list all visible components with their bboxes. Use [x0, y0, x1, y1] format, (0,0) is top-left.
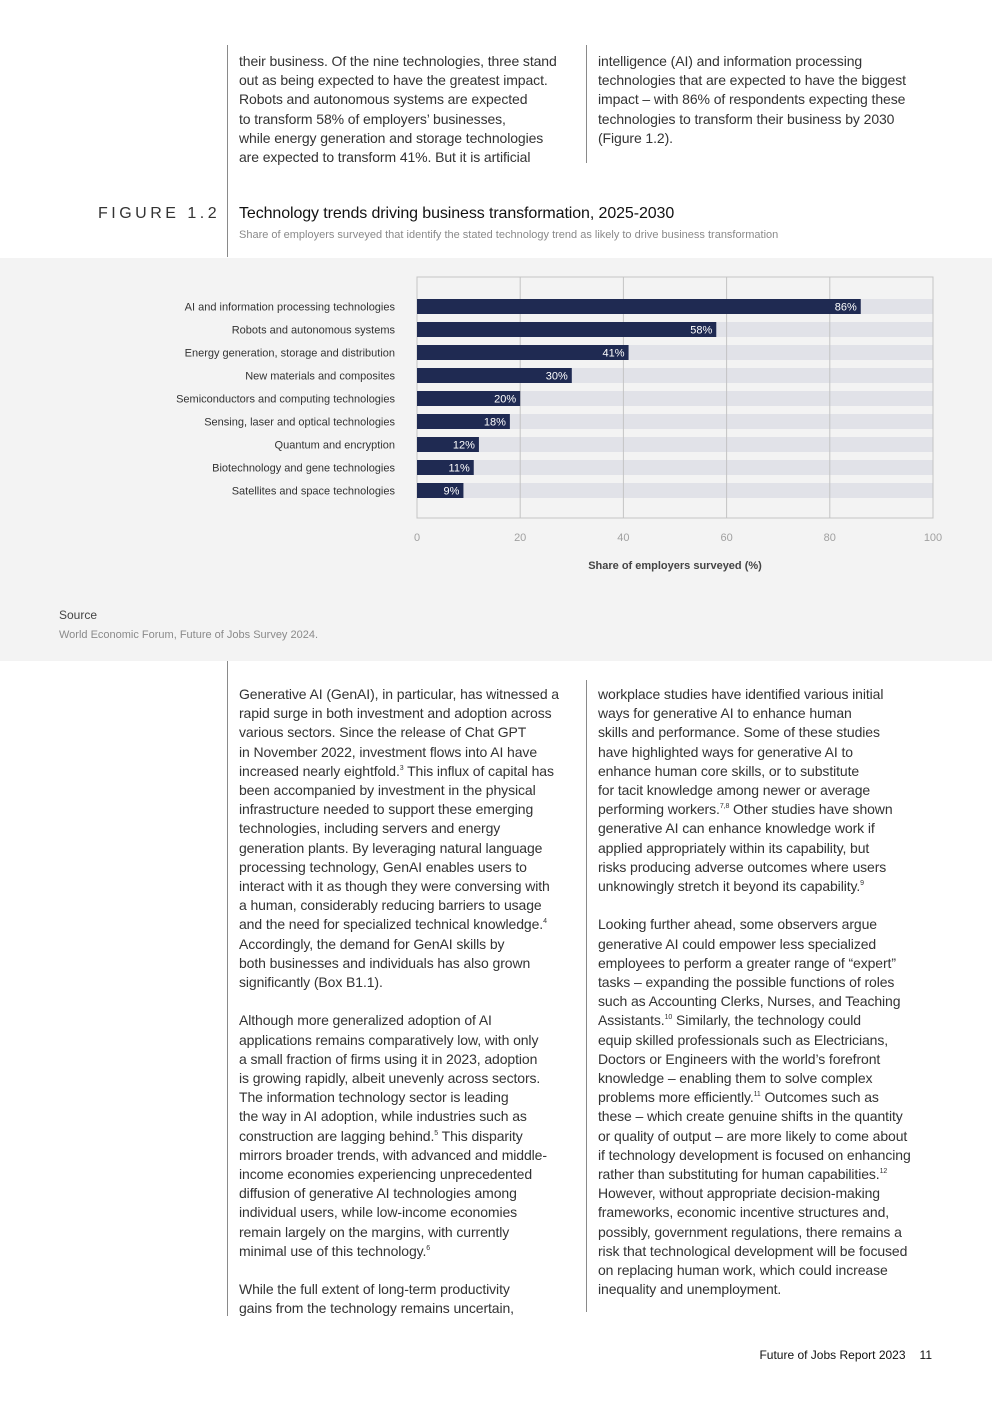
data-label: 41% [603, 348, 625, 360]
bar-track [417, 414, 933, 429]
bar-track [417, 460, 933, 475]
data-label: 11% [449, 463, 470, 475]
body-text-right: workplace studies have identified variou… [598, 685, 938, 1299]
body-text-left: Generative AI (GenAI), in particular, ha… [239, 685, 579, 1319]
report-title: Future of Jobs Report 2023 [759, 1348, 906, 1362]
category-label: AI and information processing technologi… [185, 302, 396, 314]
bar [417, 299, 861, 314]
footnote-marker: 3 [399, 764, 404, 772]
figure-subtitle: Share of employers surveyed that identif… [239, 229, 779, 241]
tick-label: 0 [414, 532, 420, 544]
x-axis-label: Share of employers surveyed (%) [588, 560, 762, 572]
paragraph: Generative AI (GenAI), in particular, ha… [239, 686, 559, 991]
category-label: Energy generation, storage and distribut… [185, 348, 395, 360]
data-label: 12% [453, 440, 475, 452]
footnote-marker: 6 [426, 1244, 431, 1252]
paragraph: Although more generalized adoption of AI… [239, 1012, 547, 1259]
figure-label: FIGURE 1.2 [98, 205, 221, 222]
paragraph: their business. Of the nine technologies… [239, 53, 557, 166]
bar [417, 391, 521, 406]
column-divider-mid-top [586, 45, 587, 163]
category-label: Quantum and encryption [275, 440, 395, 452]
footnote-marker: 10 [664, 1014, 673, 1022]
category-label: Semiconductors and computing technologie… [176, 394, 395, 406]
top-text-left: their business. Of the nine technologies… [239, 52, 579, 167]
footnote-marker: 9 [860, 880, 864, 888]
data-label: 58% [690, 325, 712, 337]
bar [417, 437, 479, 452]
category-label: Satellites and space technologies [232, 486, 396, 498]
bar [417, 414, 510, 429]
column-divider-left-bottom [227, 661, 228, 1316]
category-label: Sensing, laser and optical technologies [204, 417, 395, 429]
bar-track [417, 483, 933, 498]
data-label: 86% [835, 302, 857, 314]
footnote-marker: 12 [879, 1168, 888, 1176]
data-label: 20% [494, 394, 516, 406]
bar-chart: 86% AI and information processing technol… [176, 276, 942, 572]
paragraph: While the full extent of long-term produ… [239, 1281, 514, 1317]
column-divider-mid-bottom [586, 680, 587, 1312]
footnote-marker: 7,8 [719, 803, 730, 811]
footnote-marker: 4 [543, 918, 547, 926]
top-text-right: intelligence (AI) and information proces… [598, 52, 938, 148]
tick-label: 20 [514, 532, 526, 544]
bar [417, 483, 464, 498]
category-label: Biotechnology and gene technologies [212, 463, 395, 475]
bar-track [417, 391, 933, 406]
tick-label: 60 [720, 532, 732, 544]
bar [417, 345, 629, 360]
page-footer: Future of Jobs Report 2023 11 [759, 1348, 932, 1362]
tick-label: 40 [617, 532, 629, 544]
column-divider-left-top [227, 45, 228, 257]
bar [417, 460, 474, 475]
bar [417, 322, 717, 337]
paragraph: intelligence (AI) and information proces… [598, 53, 906, 146]
category-label: Robots and autonomous systems [232, 325, 396, 337]
paragraph: Looking further ahead, some observers ar… [598, 916, 911, 1298]
chart-panel: 86% AI and information processing technol… [0, 258, 992, 661]
figure-title: Technology trends driving business trans… [239, 205, 675, 222]
data-label: 30% [546, 371, 568, 383]
footnote-marker: 11 [753, 1091, 761, 1099]
bar-track [417, 437, 933, 452]
bar [417, 368, 572, 383]
source-text: World Economic Forum, Future of Jobs Sur… [59, 629, 319, 641]
tick-label: 100 [924, 532, 942, 544]
data-label: 18% [484, 417, 506, 429]
source-heading: Source [59, 608, 98, 622]
page-number: 11 [919, 1348, 932, 1362]
category-label: New materials and composites [245, 371, 395, 383]
data-label: 9% [444, 486, 460, 498]
paragraph: workplace studies have identified variou… [598, 686, 893, 895]
footnote-marker: 5 [434, 1129, 439, 1137]
tick-label: 80 [824, 532, 836, 544]
